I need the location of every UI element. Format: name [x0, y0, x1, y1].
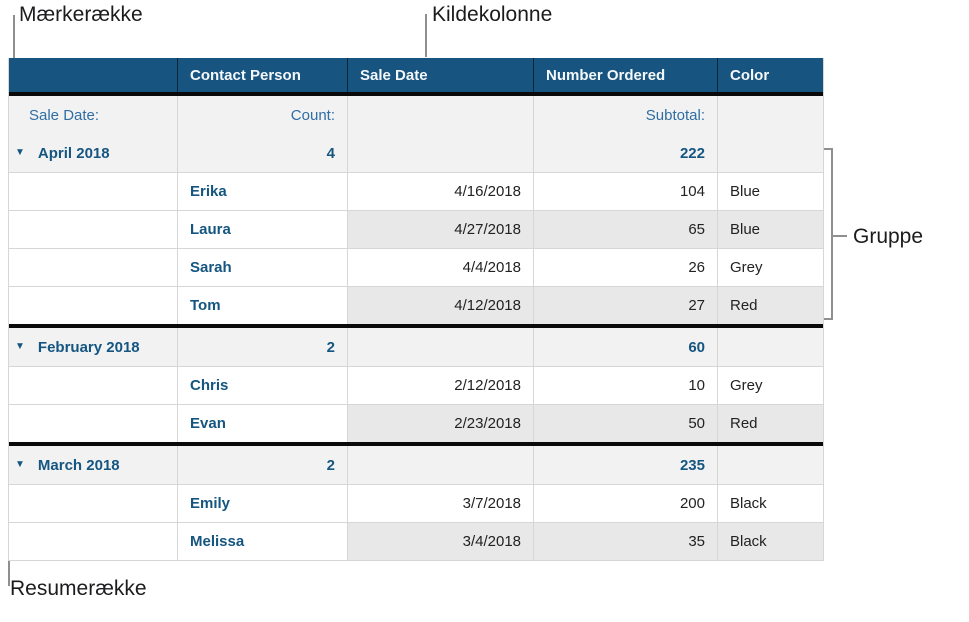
- group-bracket-tick: [831, 235, 847, 237]
- sale-date-cell[interactable]: 3/4/2018: [348, 523, 534, 560]
- sale-date-cell[interactable]: 4/12/2018: [348, 287, 534, 324]
- header-row: Contact Person Sale Date Number Ordered Col…: [9, 58, 823, 92]
- color-cell[interactable]: Blue: [718, 211, 823, 248]
- sale-date-cell[interactable]: 3/7/2018: [348, 485, 534, 522]
- contact-person-cell[interactable]: Laura: [178, 211, 348, 248]
- group-name: March 2018: [37, 456, 120, 474]
- number-ordered-cell[interactable]: 35: [534, 523, 718, 560]
- number-ordered-cell[interactable]: 10: [534, 367, 718, 404]
- color-cell[interactable]: Black: [718, 523, 823, 560]
- categorized-table: Contact Person Sale Date Number Ordered Col…: [8, 58, 824, 561]
- label-row-callout: Mærkerække: [19, 3, 143, 26]
- group-empty-cell[interactable]: [718, 328, 823, 366]
- number-ordered-cell[interactable]: 27: [534, 287, 718, 324]
- color-cell[interactable]: Red: [718, 287, 823, 324]
- column-header[interactable]: Number Ordered: [534, 58, 718, 92]
- contact-person-cell[interactable]: Erika: [178, 173, 348, 210]
- group-subtotal-cell[interactable]: 60: [534, 328, 718, 366]
- contact-person-cell[interactable]: Chris: [178, 367, 348, 404]
- contact-person-cell[interactable]: Melissa: [178, 523, 348, 560]
- summary-row-callout: Resumerække: [10, 577, 147, 600]
- contact-person-cell[interactable]: Emily: [178, 485, 348, 522]
- column-header[interactable]: [9, 58, 178, 92]
- color-cell[interactable]: Grey: [730, 377, 763, 394]
- sale-date-cell[interactable]: 4/16/2018: [348, 173, 534, 210]
- group-bracket-top-arm: [822, 148, 833, 150]
- data-row: Melissa 3/4/2018 35 Black: [9, 522, 823, 560]
- row-category-cell[interactable]: [9, 405, 178, 442]
- group-name-cell[interactable]: ▼ February 2018: [9, 328, 178, 366]
- number-ordered-cell[interactable]: 104: [534, 173, 718, 210]
- group-empty-cell[interactable]: [718, 446, 823, 484]
- group-empty-cell[interactable]: [348, 446, 534, 484]
- sale-date-cell[interactable]: 4/4/2018: [348, 249, 534, 286]
- data-row: Evan 2/23/2018 50 Red: [9, 404, 823, 442]
- group-name-cell[interactable]: ▼ April 2018: [9, 134, 178, 172]
- label-row: Sale Date: Count: Subtotal:: [9, 96, 823, 134]
- group-empty-cell[interactable]: [718, 134, 823, 172]
- group-summary-row: ▼ February 2018 2 60: [9, 328, 823, 366]
- group-count-cell[interactable]: 2: [178, 328, 348, 366]
- color-cell[interactable]: Blue: [730, 183, 761, 200]
- color-cell[interactable]: Black: [730, 495, 767, 512]
- row-category-cell[interactable]: [9, 211, 178, 248]
- label-row-count-cell[interactable]: Count:: [178, 96, 348, 134]
- group-callout: Gruppe: [853, 225, 924, 248]
- data-row: Chris 2/12/2018 10 Grey: [9, 366, 823, 404]
- data-row: Emily 3/7/2018 200 Black: [9, 484, 823, 522]
- header-divider: [9, 92, 823, 96]
- number-ordered-cell[interactable]: 50: [534, 405, 718, 442]
- number-ordered-cell[interactable]: 26: [534, 249, 718, 286]
- column-header[interactable]: Color: [730, 66, 770, 84]
- disclosure-triangle-icon[interactable]: ▼: [15, 341, 25, 352]
- group-empty-cell[interactable]: [348, 328, 534, 366]
- contact-person-cell[interactable]: Tom: [178, 287, 348, 324]
- label-row-subtotal-cell[interactable]: Subtotal:: [534, 96, 718, 134]
- number-ordered-cell[interactable]: 65: [534, 211, 718, 248]
- column-header[interactable]: Sale Date: [348, 58, 534, 92]
- row-category-cell[interactable]: [9, 485, 178, 522]
- disclosure-triangle-icon[interactable]: ▼: [15, 459, 25, 470]
- sale-date-cell[interactable]: 4/27/2018: [348, 211, 534, 248]
- label-row-empty-cell[interactable]: [348, 96, 534, 134]
- row-category-cell[interactable]: [9, 523, 178, 560]
- data-row: Tom 4/12/2018 27 Red: [9, 286, 823, 324]
- group-bracket-vertical: [831, 148, 833, 320]
- contact-person-cell[interactable]: Sarah: [178, 249, 348, 286]
- group-subtotal-cell[interactable]: 235: [534, 446, 718, 484]
- group-name: April 2018: [37, 144, 110, 162]
- color-cell[interactable]: Grey: [730, 259, 763, 276]
- sale-date-cell[interactable]: 2/23/2018: [348, 405, 534, 442]
- label-row-empty-cell[interactable]: [718, 96, 823, 134]
- group-name: February 2018: [37, 338, 140, 356]
- group-summary-row: ▼ April 2018 4 222: [9, 134, 823, 172]
- source-column-callout-line: [425, 14, 427, 57]
- group-subtotal-cell[interactable]: 222: [534, 134, 718, 172]
- group-bracket-bottom-arm: [822, 318, 833, 320]
- data-row: Erika 4/16/2018 104 Blue: [9, 172, 823, 210]
- column-header[interactable]: Contact Person: [178, 58, 348, 92]
- disclosure-triangle-icon[interactable]: ▼: [15, 147, 25, 158]
- sale-date-cell[interactable]: 2/12/2018: [348, 367, 534, 404]
- group-count-cell[interactable]: 4: [178, 134, 348, 172]
- group-divider: [9, 442, 823, 446]
- group-empty-cell[interactable]: [348, 134, 534, 172]
- row-category-cell[interactable]: [9, 249, 178, 286]
- label-row-category-cell[interactable]: Sale Date:: [9, 96, 178, 134]
- source-column-callout: Kildekolonne: [432, 3, 553, 26]
- number-ordered-cell[interactable]: 200: [534, 485, 718, 522]
- group-divider: [9, 324, 823, 328]
- data-row: Laura 4/27/2018 65 Blue: [9, 210, 823, 248]
- contact-person-cell[interactable]: Evan: [178, 405, 348, 442]
- row-category-cell[interactable]: [9, 173, 178, 210]
- group-summary-row: ▼ March 2018 2 235: [9, 446, 823, 484]
- group-name-cell[interactable]: ▼ March 2018: [9, 446, 178, 484]
- row-category-cell[interactable]: [9, 287, 178, 324]
- group-count-cell[interactable]: 2: [178, 446, 348, 484]
- color-cell[interactable]: Red: [718, 405, 823, 442]
- row-category-cell[interactable]: [9, 367, 178, 404]
- data-row: Sarah 4/4/2018 26 Grey: [9, 248, 823, 286]
